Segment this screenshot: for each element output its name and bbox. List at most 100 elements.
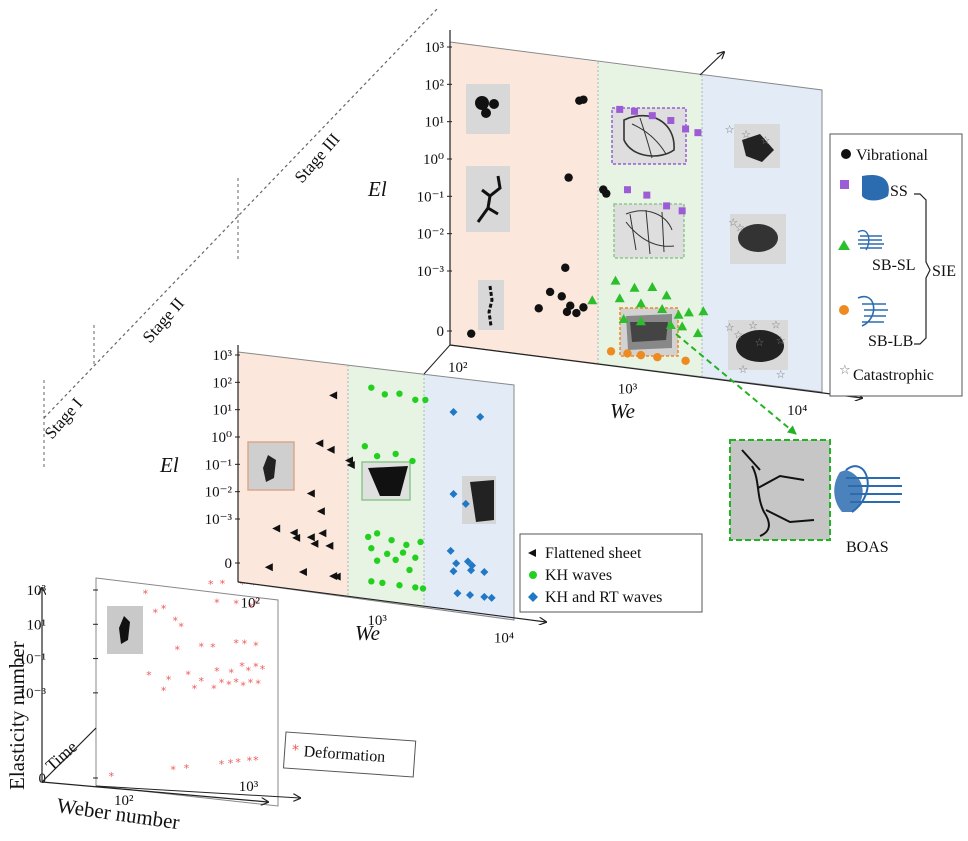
point-kh-waves-11 bbox=[388, 536, 395, 544]
point-vibrational-2 bbox=[564, 173, 573, 182]
ss-bag-icon bbox=[862, 174, 889, 201]
y-tick-label: 10⁻¹ bbox=[205, 457, 232, 473]
point-deformation-35: * bbox=[240, 679, 246, 692]
point-flattened-sheet-9 bbox=[306, 533, 315, 542]
point-kh-waves-17 bbox=[412, 554, 419, 561]
point-kh-and-rt-waves-9 bbox=[467, 566, 476, 575]
point-flattened-sheet-12 bbox=[310, 539, 319, 548]
point-catastrophic-10: ☆ bbox=[776, 334, 786, 347]
point-deformation-41: * bbox=[219, 758, 225, 771]
point-kh-waves-25 bbox=[419, 585, 427, 592]
sbsl-bag-icon bbox=[857, 229, 884, 251]
y-tick-label: 10¹ bbox=[425, 115, 445, 131]
point-deformation-43: * bbox=[235, 756, 241, 769]
sblb-bag-icon bbox=[857, 295, 888, 327]
point-deformation-21: * bbox=[185, 668, 191, 681]
point-vibrational-12 bbox=[562, 307, 572, 317]
point-deformation-1: * bbox=[161, 602, 167, 615]
y-tick-label: 10² bbox=[213, 375, 233, 391]
point-catastrophic-6: ☆ bbox=[748, 319, 758, 332]
y-tick-label: 10⁻² bbox=[417, 227, 445, 243]
point-deformation-45: * bbox=[253, 754, 259, 767]
point-kh-waves-1 bbox=[381, 391, 389, 398]
point-kh-waves-24 bbox=[412, 584, 419, 591]
point-kh-waves-0 bbox=[368, 384, 375, 391]
point-deformation-42: * bbox=[228, 757, 234, 770]
point-deformation-14: * bbox=[198, 641, 204, 654]
point-catastrophic-7: ☆ bbox=[771, 318, 781, 331]
stage3-x-axis bbox=[449, 344, 862, 398]
point-deformation-22: * bbox=[198, 675, 204, 688]
stage3-depth-axis bbox=[699, 52, 724, 76]
point-catastrophic-2: ☆ bbox=[760, 134, 770, 147]
y-tick-label: 10⁰ bbox=[211, 430, 232, 446]
stage2-legend-box bbox=[519, 533, 703, 613]
stage3-tick-labels: 10³ 10² 10¹ 10⁰ 10⁻¹ 10⁻² 10⁻³ 0 10² 10³ 10⁴ bbox=[417, 40, 808, 419]
point-kh-and-rt-waves-2 bbox=[449, 490, 458, 499]
point-catastrophic-1: ☆ bbox=[741, 128, 751, 141]
point-kh-waves-8 bbox=[409, 457, 416, 465]
x-tick-label: 10⁴ bbox=[494, 631, 514, 647]
y-tick-label: 0 bbox=[437, 324, 445, 340]
point-kh-waves-21 bbox=[368, 578, 375, 585]
point-ss-2 bbox=[648, 112, 656, 120]
point-deformation-28: * bbox=[260, 663, 266, 676]
point-deformation-6: * bbox=[251, 578, 257, 591]
point-deformation-11: * bbox=[248, 601, 254, 614]
point-kh-waves-6 bbox=[373, 452, 381, 460]
point-deformation-26: * bbox=[246, 665, 252, 678]
point-deformation-19: * bbox=[146, 669, 152, 682]
legend-kh-rt-waves: KH and RT waves bbox=[545, 589, 662, 606]
svg-text:☆: ☆ bbox=[839, 363, 851, 378]
point-kh-waves-9 bbox=[364, 533, 372, 541]
x-tick-label: 10³ bbox=[239, 779, 259, 795]
stage3-panel: ☆ ☆ ☆☆☆☆ ☆ ☆☆☆ ☆☆ ☆ bbox=[449, 41, 823, 393]
stage3-el-label: El bbox=[367, 177, 387, 201]
point-kh-waves-10 bbox=[373, 530, 381, 537]
x-tick-label: 10² bbox=[241, 596, 261, 612]
point-kh-waves-2 bbox=[396, 390, 403, 397]
point-deformation-17: * bbox=[242, 638, 248, 651]
point-kh-and-rt-waves-13 bbox=[480, 592, 489, 601]
point-sb-sl-3 bbox=[661, 290, 672, 300]
point-deformation-30: * bbox=[192, 683, 198, 696]
legend-vibrational: Vibrational bbox=[856, 147, 928, 164]
legend-flattened-sheet: Flattened sheet bbox=[545, 545, 642, 562]
point-kh-and-rt-waves-1 bbox=[476, 412, 485, 421]
y-tick-label: 10⁻³ bbox=[19, 686, 47, 702]
point-vibrational-11 bbox=[579, 303, 588, 312]
point-vibrational-7 bbox=[557, 292, 566, 301]
point-vibrational-13 bbox=[467, 329, 476, 338]
point-sb-lb-2 bbox=[636, 350, 646, 360]
point-flattened-sheet-4 bbox=[346, 460, 355, 469]
point-kh-waves-13 bbox=[417, 538, 424, 546]
point-ss-4 bbox=[682, 125, 690, 133]
point-ss-9 bbox=[678, 207, 686, 215]
point-ss-6 bbox=[623, 186, 631, 194]
y-tick-label: 10¹ bbox=[213, 403, 233, 419]
stage1-panel: **** * * **** * * ** * * * * ** * *** * * * * ** * * * * * * * ***… bbox=[19, 577, 279, 809]
point-kh-waves-20 bbox=[406, 566, 413, 574]
y-tick-label: 10² bbox=[425, 77, 445, 93]
point-deformation-23: * bbox=[214, 665, 220, 678]
point-vibrational-8 bbox=[566, 301, 575, 310]
x-tick-label: 10² bbox=[448, 360, 468, 376]
point-ss-5 bbox=[694, 129, 702, 137]
point-vibrational-9 bbox=[572, 308, 581, 318]
stage2-tick-labels: 10³ 10² 10¹ 10⁰ 10⁻¹ 10⁻² 10⁻³ 0 10² 10³ 10⁴ bbox=[205, 348, 514, 647]
point-kh-waves-18 bbox=[373, 557, 381, 564]
point-flattened-sheet-10 bbox=[318, 529, 327, 538]
point-kh-and-rt-waves-0 bbox=[449, 408, 458, 417]
point-deformation-25: * bbox=[239, 660, 245, 673]
boas-label: BOAS bbox=[846, 539, 889, 556]
stage-link-2-3 bbox=[423, 344, 451, 375]
point-deformation-33: * bbox=[226, 679, 232, 692]
point-ss-0 bbox=[616, 105, 624, 113]
point-deformation-12: * bbox=[253, 597, 259, 610]
point-sb-sl-15 bbox=[698, 306, 709, 316]
point-flattened-sheet-1 bbox=[315, 439, 324, 448]
point-kh-and-rt-waves-12 bbox=[466, 590, 475, 599]
y-tick-label: 10¹ bbox=[27, 617, 47, 633]
stage-diagonal bbox=[43, 7, 439, 419]
point-vibrational-1 bbox=[579, 95, 588, 104]
